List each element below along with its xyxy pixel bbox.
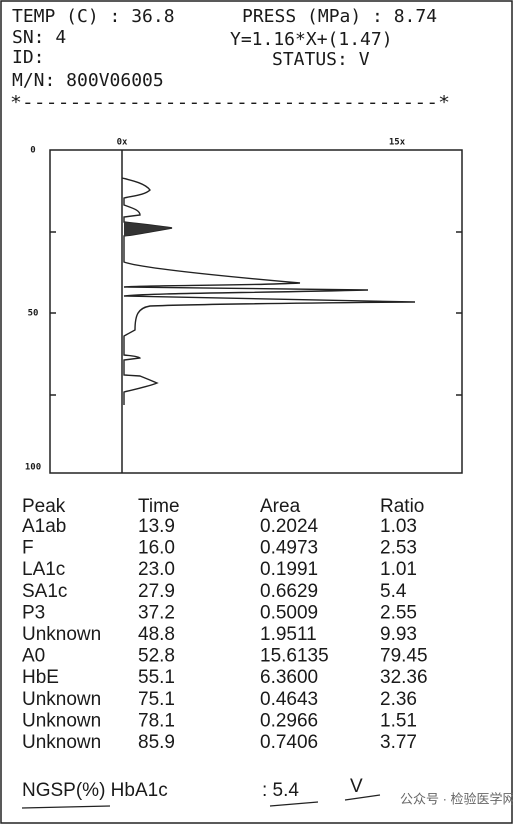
cell: 79.45 <box>380 646 428 667</box>
cell: 78.1 <box>138 710 175 731</box>
cell: SA1c <box>22 581 67 602</box>
result-flag: V <box>350 776 363 797</box>
watermark: 公众号 · 检验医学网 <box>400 791 513 806</box>
cell: A0 <box>22 646 45 667</box>
cell: Unknown <box>22 689 101 710</box>
formula: Y=1.16*X+(1.47) <box>230 29 393 50</box>
model: M/N: 800V06005 <box>12 70 164 91</box>
column-header: Area <box>260 496 301 517</box>
column-header: Peak <box>22 496 66 517</box>
separator: *-----------------------------------* <box>10 92 450 113</box>
cell: 9.93 <box>380 624 417 645</box>
cell: 13.9 <box>138 516 175 537</box>
id: ID: <box>12 47 45 68</box>
y-label: 50 <box>28 309 39 319</box>
cell: 0.2024 <box>260 516 319 537</box>
cell: 1.03 <box>380 516 417 537</box>
underline <box>21 794 381 809</box>
cell: LA1c <box>22 559 65 580</box>
column-header: Ratio <box>380 496 424 517</box>
cell: 1.51 <box>380 710 417 731</box>
cell: 55.1 <box>138 667 175 688</box>
trace <box>121 177 416 405</box>
status: STATUS: V <box>272 49 370 70</box>
cell: 6.3600 <box>260 667 318 688</box>
cell: A1ab <box>22 516 66 537</box>
cell: Unknown <box>22 624 101 645</box>
cell: Unknown <box>22 710 101 731</box>
sn: SN: 4 <box>12 27 66 48</box>
result-table: Peak Time Area Ratio A1ab 13.9 0.2024 1.03 F 16.0… <box>22 496 428 753</box>
cell: 1.9511 <box>260 624 317 645</box>
cell: 0.4643 <box>260 689 318 710</box>
x-label: 0x <box>117 138 128 148</box>
cell: P3 <box>22 602 45 623</box>
cell: 75.1 <box>138 689 175 710</box>
cell: 0.4973 <box>260 538 318 559</box>
press: PRESS (MPa) : 8.74 <box>242 6 437 27</box>
cell: 0.1991 <box>260 559 318 580</box>
cell: F <box>22 538 34 559</box>
cell: HbE <box>22 667 59 688</box>
cell: 48.8 <box>138 624 175 645</box>
cell: 27.9 <box>138 581 175 602</box>
cell: 0.5009 <box>260 602 318 623</box>
cell: 85.9 <box>138 732 175 753</box>
cell: 2.55 <box>380 602 417 623</box>
cell: Unknown <box>22 732 101 753</box>
ticks <box>50 231 462 396</box>
cell: 16.0 <box>138 538 175 559</box>
cell: 2.36 <box>380 689 417 710</box>
y-label: 0 <box>30 146 35 156</box>
cell: 0.6629 <box>260 581 318 602</box>
cell: 0.2966 <box>260 710 318 731</box>
peak-fill <box>124 222 172 236</box>
cell: 1.01 <box>380 559 417 580</box>
cell: 23.0 <box>138 559 175 580</box>
cell: 37.2 <box>138 602 175 623</box>
cell: 52.8 <box>138 646 175 667</box>
cell: 2.53 <box>380 538 417 559</box>
cell: 5.4 <box>380 581 407 602</box>
chart-frame <box>49 149 463 474</box>
result-value: : 5.4 <box>262 780 299 801</box>
cell: 32.36 <box>380 667 428 688</box>
cell: 3.77 <box>380 732 417 753</box>
temp: TEMP (C) : 36.8 <box>12 6 175 27</box>
result-label: NGSP(%) HbA1c <box>22 780 168 801</box>
column-header: Time <box>138 496 180 517</box>
cell: 0.7406 <box>260 732 318 753</box>
y-label: 100 <box>25 463 41 473</box>
cell: 15.6135 <box>260 646 329 667</box>
x-label: 15x <box>389 138 406 148</box>
